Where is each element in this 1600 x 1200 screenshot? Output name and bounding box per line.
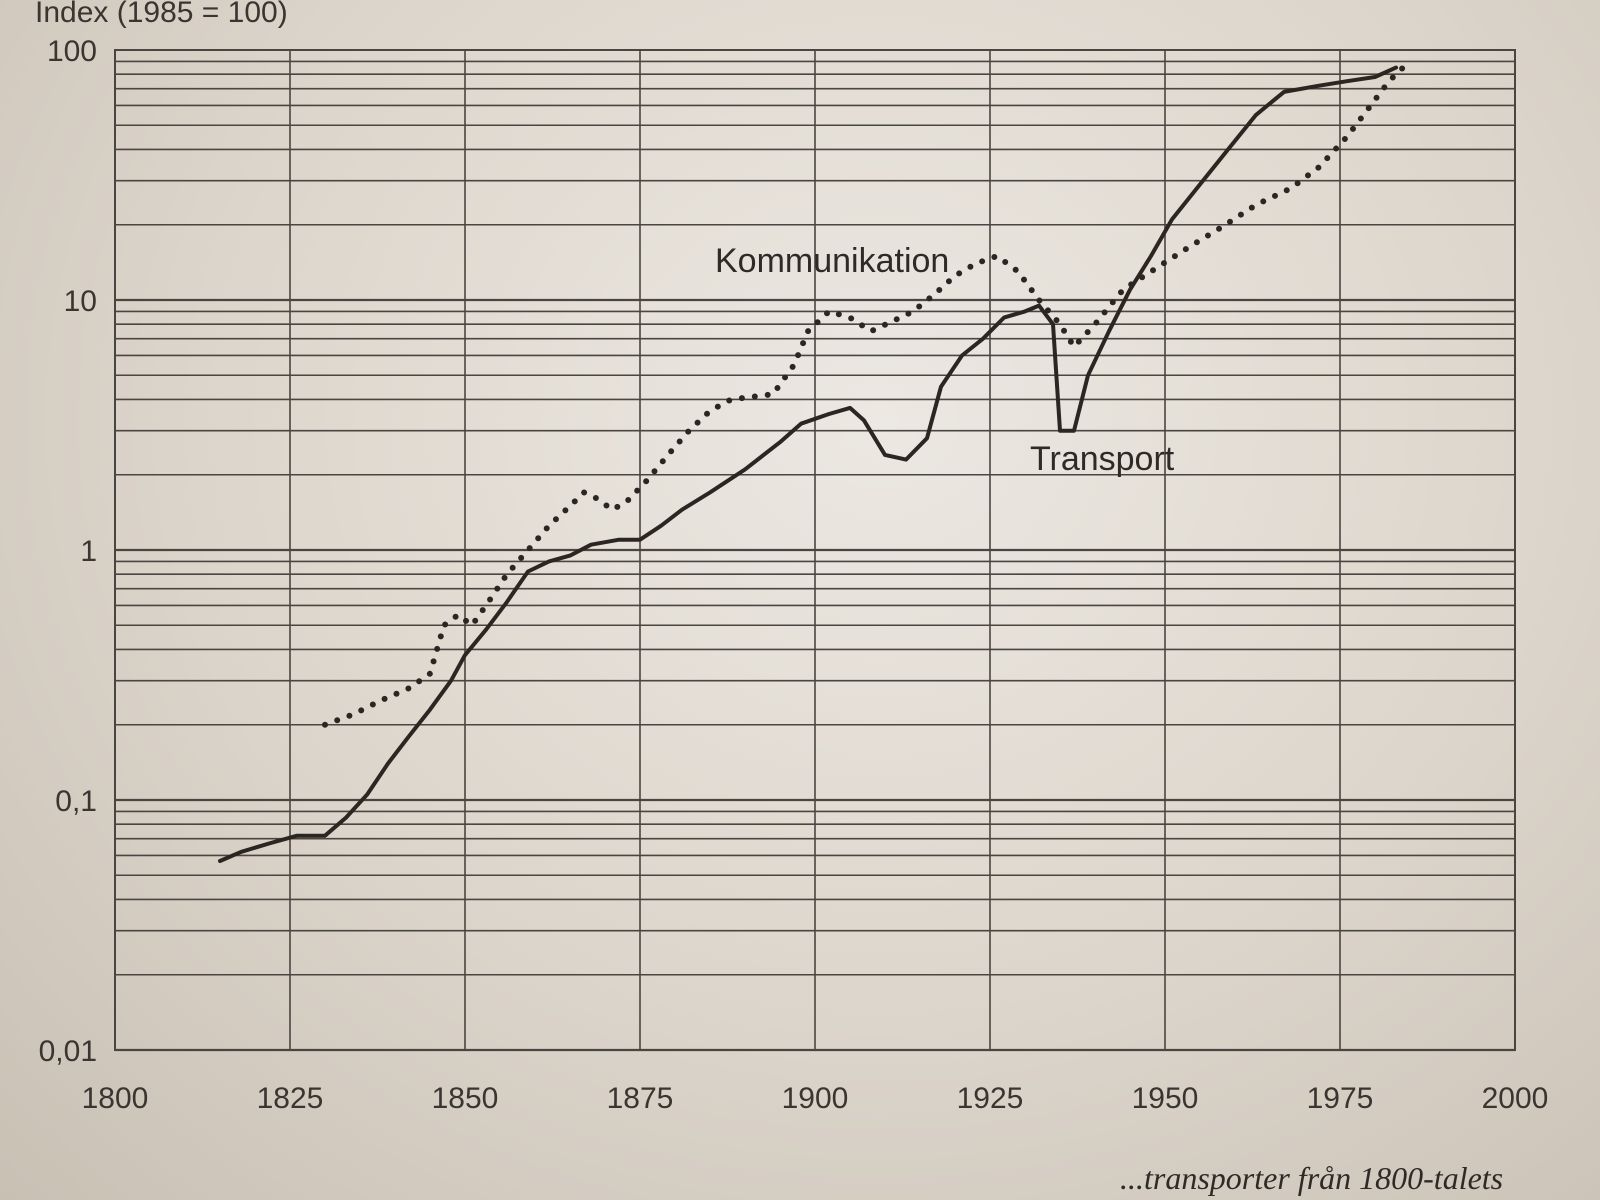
x-tick-label: 2000 bbox=[1482, 1082, 1549, 1115]
series-label-kommunikation: Kommunikation bbox=[715, 242, 949, 280]
series-label-transport: Transport bbox=[1030, 440, 1175, 478]
y-axis-title: Index (1985 = 100) bbox=[35, 0, 288, 29]
x-tick-label: 1925 bbox=[957, 1082, 1024, 1115]
figure-caption: ...transporter från 1800-talets bbox=[1120, 1160, 1504, 1196]
y-tick-label: 0,1 bbox=[55, 785, 97, 818]
series bbox=[218, 64, 1406, 863]
x-tick-label: 1875 bbox=[607, 1082, 674, 1115]
grid bbox=[114, 50, 1516, 1052]
x-tick-label: 1800 bbox=[82, 1082, 149, 1115]
y-tick-label: 0,01 bbox=[39, 1035, 97, 1068]
series-line-transport bbox=[218, 65, 1398, 863]
y-tick-label: 10 bbox=[64, 285, 97, 318]
y-tick-label: 100 bbox=[47, 35, 97, 68]
x-tick-label: 1975 bbox=[1307, 1082, 1374, 1115]
tick-labels: 1800 1825 1850 1875 1900 1925 1950 1975 2000 0,01… bbox=[39, 35, 1549, 1115]
series-line-kommunikation bbox=[322, 64, 1406, 728]
x-tick-label: 1825 bbox=[257, 1082, 324, 1115]
x-tick-label: 1850 bbox=[432, 1082, 499, 1115]
y-tick-label: 1 bbox=[80, 535, 97, 568]
x-tick-label: 1900 bbox=[782, 1082, 849, 1115]
x-tick-label: 1950 bbox=[1132, 1082, 1199, 1115]
